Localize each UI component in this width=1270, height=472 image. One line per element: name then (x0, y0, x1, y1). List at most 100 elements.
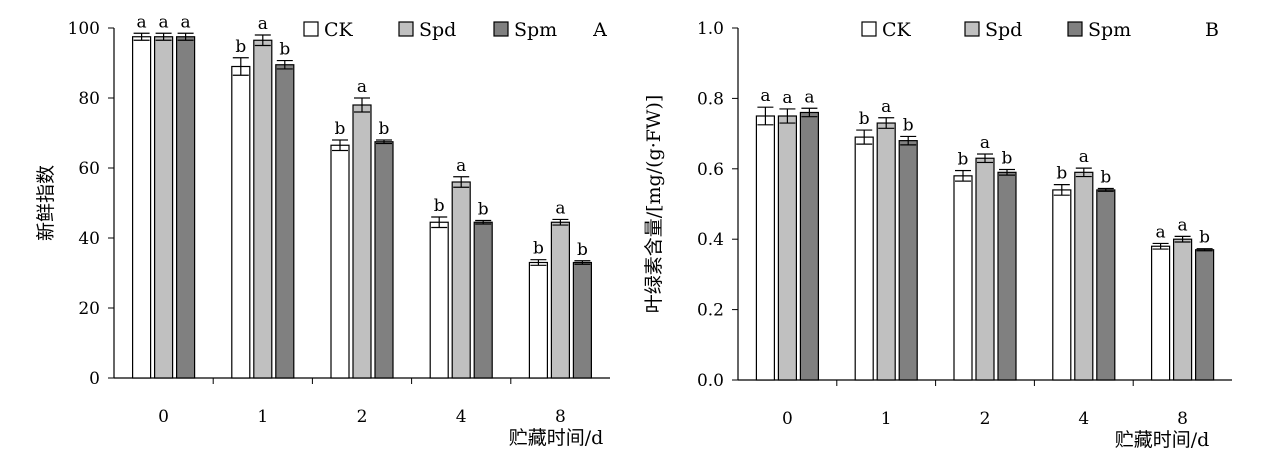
bar-ck-1 (231, 65, 251, 379)
bar-spm-8 (572, 261, 593, 379)
bar-ck-2 (330, 144, 350, 379)
legend-label-spd: Spd (419, 19, 456, 41)
bar-spm-4 (1096, 189, 1116, 381)
significance-label: a (980, 133, 990, 153)
y-tick-label: 0.0 (697, 371, 724, 391)
x-axis-title: 贮藏时间/d (1115, 429, 1210, 451)
bar-ck-4 (429, 221, 449, 379)
significance-label: b (335, 119, 346, 139)
bar-spd-0 (154, 36, 174, 379)
bar-spm-2 (374, 141, 394, 379)
legend-label-ck: CK (882, 19, 912, 41)
bar-ck-2 (953, 175, 973, 381)
y-tick-label: 0 (89, 369, 100, 389)
legend-label-spd: Spd (985, 19, 1022, 41)
bar-spd-4 (1074, 171, 1094, 381)
bar-ck-1 (854, 136, 874, 381)
bar-spm-1 (898, 140, 918, 381)
x-tick-label: 4 (1078, 409, 1089, 429)
bar-ck-0 (755, 115, 776, 381)
y-tick-label: 1.0 (697, 19, 724, 39)
significance-label: a (456, 156, 466, 176)
bar-ck-0 (132, 36, 152, 379)
bar-spd-2 (975, 157, 995, 381)
significance-label: a (804, 87, 814, 107)
bar-ck-4 (1052, 189, 1072, 381)
significance-label: a (881, 97, 891, 117)
y-tick-label: 100 (68, 19, 100, 39)
panel-label: B (1205, 19, 1219, 41)
bar-spm-4 (473, 221, 493, 379)
significance-label: b (958, 150, 969, 170)
significance-label: b (1002, 149, 1013, 169)
x-tick-label: 1 (257, 407, 268, 427)
bar-ck-8 (528, 261, 549, 379)
significance-label: b (478, 200, 489, 220)
y-tick-label: 40 (78, 229, 100, 249)
significance-label: a (181, 12, 191, 32)
legend-swatch-spd (398, 21, 414, 37)
x-tick-label: 2 (980, 409, 991, 429)
y-tick-label: 0.6 (697, 160, 724, 180)
significance-label: b (279, 40, 290, 60)
significance-label: a (782, 88, 792, 108)
y-tick-label: 0.2 (697, 301, 724, 321)
significance-label: b (577, 240, 588, 260)
bar-spd-2 (352, 104, 372, 379)
legend-swatch-spm (493, 21, 509, 37)
legend-swatch-ck (303, 21, 319, 37)
significance-label: a (137, 12, 147, 32)
significance-label: b (903, 115, 914, 135)
legend-swatch-ck (861, 21, 877, 37)
bar-spd-0 (777, 115, 798, 381)
significance-label: b (1056, 164, 1067, 184)
x-tick-label: 4 (456, 407, 467, 427)
significance-label: a (1156, 222, 1166, 242)
bar-spm-0 (799, 111, 820, 381)
significance-label: b (235, 37, 246, 57)
significance-label: b (434, 196, 445, 216)
significance-label: a (357, 77, 367, 97)
x-tick-label: 2 (357, 407, 368, 427)
y-axis-title: 新鲜指数 (35, 165, 57, 241)
x-tick-label: 0 (158, 407, 169, 427)
y-axis-title: 叶绿素含量/[mg/(g·FW)] (643, 95, 665, 314)
significance-label: a (159, 12, 169, 32)
significance-label: b (1199, 228, 1210, 248)
y-tick-label: 0.8 (697, 89, 724, 109)
bar-spm-2 (997, 171, 1017, 381)
significance-label: b (379, 119, 390, 139)
significance-label: a (760, 86, 770, 106)
legend-swatch-spm (1067, 21, 1083, 37)
bar-spd-1 (876, 122, 896, 381)
legend-label-ck: CK (324, 19, 354, 41)
bar-spd-4 (451, 181, 471, 379)
bar-spm-0 (176, 36, 196, 379)
significance-label: b (859, 109, 870, 129)
x-axis-title: 贮藏时间/d (509, 427, 604, 449)
panel-label: A (592, 19, 607, 41)
significance-label: a (258, 14, 268, 34)
bar-spm-8 (1194, 249, 1215, 381)
bar-spd-1 (253, 39, 273, 379)
significance-label: a (555, 198, 565, 218)
x-tick-label: 8 (555, 407, 566, 427)
x-tick-label: 1 (881, 409, 892, 429)
significance-label: b (1100, 168, 1111, 188)
legend-label-spm: Spm (514, 19, 557, 41)
x-tick-label: 0 (782, 409, 793, 429)
x-tick-label: 8 (1177, 409, 1188, 429)
bar-spd-8 (1172, 238, 1193, 381)
bar-ck-8 (1150, 245, 1171, 381)
y-tick-label: 80 (78, 89, 100, 109)
y-tick-label: 0.4 (697, 230, 724, 250)
significance-label: a (1079, 147, 1089, 167)
legend-label-spm: Spm (1088, 19, 1131, 41)
significance-label: a (1178, 215, 1188, 235)
legend-swatch-spd (964, 21, 980, 37)
y-tick-label: 60 (78, 159, 100, 179)
bar-spm-1 (275, 64, 295, 379)
significance-label: b (533, 239, 544, 259)
